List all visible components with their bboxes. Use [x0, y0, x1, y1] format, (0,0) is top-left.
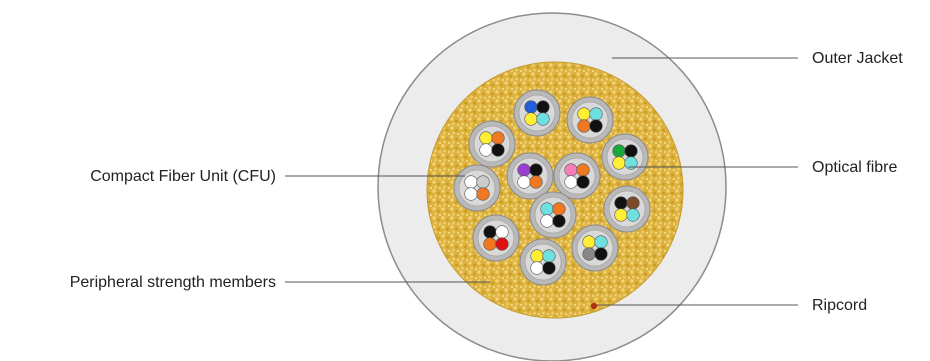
optical-fibre — [589, 107, 603, 121]
cfu-inner — [518, 94, 556, 132]
outer-jacket-label: Outer Jacket — [812, 50, 903, 67]
optical-fibre — [624, 144, 638, 158]
optical-fibre — [589, 119, 603, 133]
optical-fibre — [577, 119, 591, 133]
optical-fibre — [530, 261, 544, 275]
optical-fibre — [529, 175, 543, 189]
ripcord — [590, 302, 598, 310]
optical-fibre — [577, 107, 591, 121]
cfu-inner — [534, 196, 572, 234]
optical-fibre — [612, 144, 626, 158]
compact-fiber-unit — [472, 214, 520, 262]
optical-fibre — [536, 112, 550, 126]
optical-fibre — [491, 131, 505, 145]
optical-fibre — [576, 175, 590, 189]
compact-fiber-unit — [571, 224, 619, 272]
optical-fibre — [524, 100, 538, 114]
optical-fibre — [564, 163, 578, 177]
optical-fibre — [536, 100, 550, 114]
cfu-inner — [608, 190, 646, 228]
optical-fibre — [624, 156, 638, 170]
compact-fiber-unit — [506, 152, 554, 200]
compact-fiber-unit — [519, 238, 567, 286]
compact-fiber-unit — [529, 191, 577, 239]
optical-fibre — [476, 175, 490, 189]
optical-fibre — [594, 247, 608, 261]
optical-fibre — [594, 235, 608, 249]
optical-fibre — [614, 208, 628, 222]
cfu-inner — [576, 229, 614, 267]
compact-fiber-unit — [601, 133, 649, 181]
optical-fibre — [517, 163, 531, 177]
optical-fibre — [495, 237, 509, 251]
compact-fiber-unit — [566, 96, 614, 144]
optical-fibre — [612, 156, 626, 170]
optical-fibre — [582, 235, 596, 249]
cfu-inner — [473, 125, 511, 163]
optical-fibre — [614, 196, 628, 210]
optical-fibre — [540, 214, 554, 228]
ripcord-label: Ripcord — [812, 297, 867, 314]
optical-fibre — [530, 249, 544, 263]
optical-fibre-label: Optical fibre — [812, 159, 897, 176]
optical-fibre — [542, 249, 556, 263]
optical-fibre — [626, 208, 640, 222]
optical-fibre — [524, 112, 538, 126]
optical-fibre — [479, 143, 493, 157]
cfu-inner — [511, 157, 549, 195]
cfu-inner — [524, 243, 562, 281]
optical-fibre — [576, 163, 590, 177]
optical-fibre — [483, 237, 497, 251]
optical-fibre — [476, 187, 490, 201]
optical-fibre — [582, 247, 596, 261]
strength-members-label: Peripheral strength members — [70, 274, 276, 291]
cfu-inner — [458, 169, 496, 207]
cfu-inner — [606, 138, 644, 176]
optical-fibre — [552, 214, 566, 228]
compact-fiber-unit — [553, 152, 601, 200]
cfu-label: Compact Fiber Unit (CFU) — [90, 168, 276, 185]
compact-fiber-unit — [453, 164, 501, 212]
cfu-inner — [558, 157, 596, 195]
optical-fibre — [626, 196, 640, 210]
optical-fibre — [495, 225, 509, 239]
compact-fiber-unit — [513, 89, 561, 137]
optical-fibre — [479, 131, 493, 145]
optical-fibre — [529, 163, 543, 177]
compact-fiber-unit — [468, 120, 516, 168]
optical-fibre — [552, 202, 566, 216]
optical-fibre — [483, 225, 497, 239]
optical-fibre — [517, 175, 531, 189]
cfu-inner — [571, 101, 609, 139]
optical-fibre — [464, 175, 478, 189]
cfu-group — [453, 89, 651, 286]
compact-fiber-unit — [603, 185, 651, 233]
optical-fibre — [542, 261, 556, 275]
cfu-inner — [477, 219, 515, 257]
optical-fibre — [464, 187, 478, 201]
optical-fibre — [564, 175, 578, 189]
optical-fibre — [540, 202, 554, 216]
optical-fibre — [491, 143, 505, 157]
